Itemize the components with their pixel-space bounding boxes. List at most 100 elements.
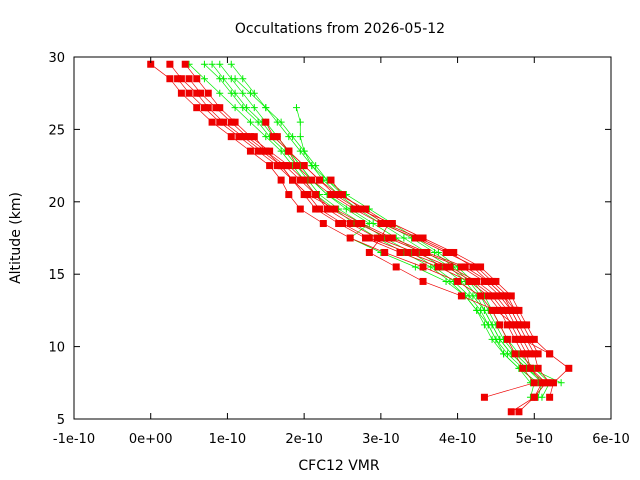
series-line <box>188 78 550 384</box>
data-point-square <box>500 306 508 314</box>
data-point-square <box>346 220 354 228</box>
data-point-square <box>488 292 496 300</box>
data-point-square <box>419 277 427 285</box>
data-point-square <box>365 248 373 256</box>
data-point-square <box>519 335 527 343</box>
data-point-square <box>477 263 485 271</box>
data-point-square <box>457 292 465 300</box>
data-point-square <box>507 292 515 300</box>
series-15 <box>273 133 534 358</box>
data-point-square <box>262 118 270 126</box>
data-point-square <box>327 191 335 199</box>
data-point-square <box>396 248 404 256</box>
data-point-square <box>511 321 519 329</box>
data-point-square <box>546 350 554 358</box>
data-point-square <box>227 118 235 126</box>
data-point-square <box>266 162 274 170</box>
data-point-square <box>204 89 212 97</box>
y-tick-label: 30 <box>48 51 65 66</box>
y-tick-label: 25 <box>48 123 65 138</box>
data-point-square <box>538 379 546 387</box>
series-line <box>219 63 543 398</box>
data-point-plus <box>200 60 208 68</box>
data-point-square <box>339 191 346 199</box>
data-point-square <box>304 191 312 199</box>
data-point-square <box>197 89 205 97</box>
data-point-square <box>530 335 538 343</box>
data-point-square <box>549 379 557 387</box>
data-point-square <box>385 220 393 228</box>
data-point-square <box>377 234 385 242</box>
data-point-square <box>281 162 289 170</box>
data-point-square <box>200 104 208 112</box>
data-point-square <box>147 60 155 68</box>
data-point-square <box>296 176 304 184</box>
data-point-square <box>177 75 185 83</box>
data-point-square <box>258 147 266 155</box>
data-point-square <box>246 133 254 141</box>
data-point-square <box>477 292 485 300</box>
data-point-square <box>354 220 362 228</box>
data-point-square <box>323 205 331 213</box>
data-point-plus <box>231 89 239 97</box>
data-point-square <box>511 335 519 343</box>
data-point-plus <box>277 118 285 126</box>
data-point-square <box>507 321 515 329</box>
data-point-square <box>519 350 527 358</box>
data-point-square <box>496 321 504 329</box>
data-point-plus <box>431 248 439 256</box>
data-point-square <box>465 277 473 285</box>
data-point-square <box>503 321 511 329</box>
plot-frame <box>73 56 612 420</box>
data-point-square <box>442 248 450 256</box>
data-point-square <box>277 162 285 170</box>
data-point-square <box>411 248 419 256</box>
data-point-square <box>515 321 523 329</box>
data-point-square <box>331 205 339 213</box>
data-point-square <box>404 248 412 256</box>
data-point-square <box>266 147 274 155</box>
data-point-square <box>350 205 358 213</box>
data-point-square <box>216 104 224 112</box>
data-point-plus <box>557 379 565 387</box>
series-2 <box>200 60 538 401</box>
data-point-plus <box>308 162 316 170</box>
x-tick-label: 5e-10 <box>516 432 554 447</box>
data-point-plus <box>289 133 297 141</box>
data-point-square <box>450 248 458 256</box>
axis-ticks: -1e-10 0e+00 1e-10 2e-10 3e-10 4e-10 5e-10 6e-1… <box>48 51 629 447</box>
data-point-square <box>523 321 531 329</box>
data-point-square <box>346 234 354 242</box>
data-point-square <box>473 277 481 285</box>
data-point-square <box>392 263 400 271</box>
data-point-square <box>496 292 504 300</box>
y-tick-label: 20 <box>48 196 65 211</box>
data-point-square <box>519 364 527 372</box>
data-point-square <box>285 147 293 155</box>
data-point-plus <box>231 75 239 83</box>
data-point-square <box>523 335 531 343</box>
data-point-plus <box>442 277 450 285</box>
series-10 <box>174 75 550 416</box>
data-point-square <box>354 205 362 213</box>
data-point-square <box>526 364 534 372</box>
data-point-square <box>277 176 285 184</box>
data-point-square <box>181 60 189 68</box>
data-point-square <box>358 220 366 228</box>
data-point-square <box>362 205 370 213</box>
data-point-plus <box>292 104 300 112</box>
x-tick-label: 1e-10 <box>209 432 247 447</box>
data-point-square <box>315 205 323 213</box>
data-point-square <box>534 364 542 372</box>
data-point-square <box>503 335 511 343</box>
data-point-square <box>185 89 193 97</box>
data-point-square <box>331 191 339 199</box>
data-point-plus <box>300 147 308 155</box>
data-point-square <box>469 263 477 271</box>
data-point-square <box>327 176 335 184</box>
data-point-square <box>300 176 308 184</box>
data-point-square <box>507 306 515 314</box>
y-tick-label: 10 <box>48 341 65 356</box>
data-point-plus <box>480 306 488 314</box>
